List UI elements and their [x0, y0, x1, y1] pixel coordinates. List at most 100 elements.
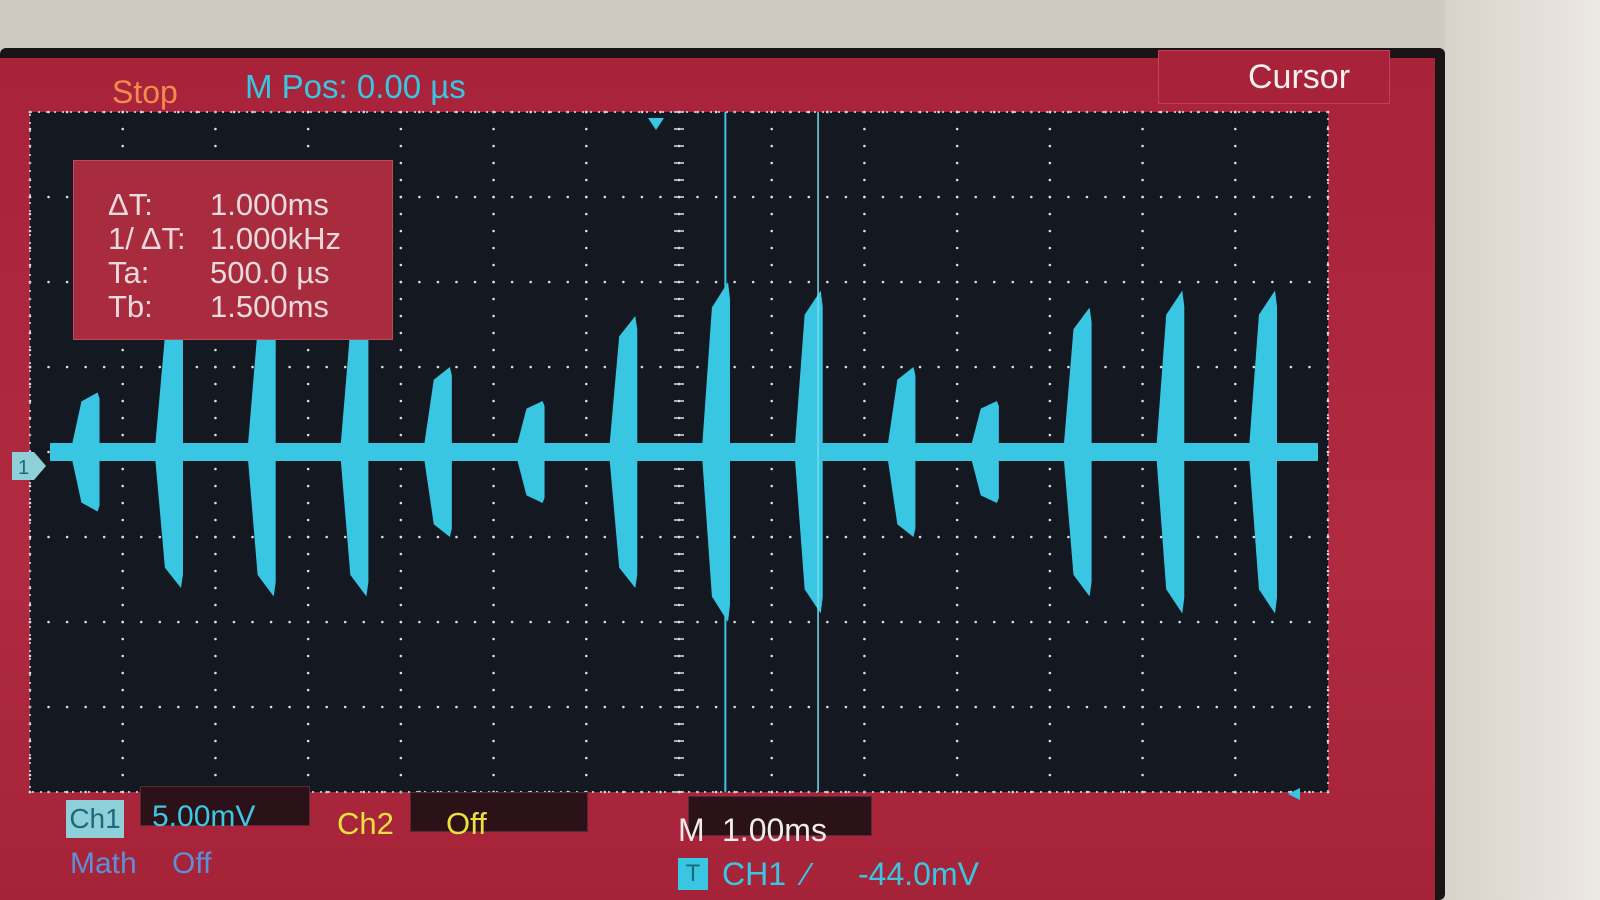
grid-dot — [1233, 127, 1237, 131]
ch1-tag[interactable]: Ch1 — [66, 800, 124, 838]
math-state: Off — [172, 847, 212, 880]
grid-dot — [788, 280, 792, 284]
grid-dot — [955, 705, 959, 709]
grid-dot — [399, 637, 403, 641]
grid-dot — [659, 790, 662, 794]
grid-dot — [1326, 161, 1330, 165]
grid-dot — [47, 280, 50, 284]
grid-dot — [1048, 722, 1052, 726]
grid-dot — [121, 739, 125, 743]
grid-dot — [1326, 569, 1330, 573]
grid-dot — [121, 365, 125, 369]
grid-dot — [955, 739, 959, 743]
grid-dot — [1141, 161, 1144, 165]
grid-dot — [1048, 161, 1052, 165]
grid-dot — [1085, 705, 1089, 709]
grid-dot — [1233, 433, 1237, 437]
grid-dot — [1048, 739, 1052, 743]
grid-dot — [1233, 773, 1237, 777]
grid-dot — [214, 756, 217, 760]
grid-dot — [343, 705, 347, 709]
grid-dot — [1141, 467, 1144, 471]
grid-dot — [492, 161, 495, 165]
grid-dot — [251, 705, 254, 709]
grid-dot — [863, 331, 866, 335]
signal-burst — [1063, 307, 1092, 597]
cursor-menu-title[interactable]: Cursor — [1248, 58, 1351, 96]
grid-dot — [47, 365, 50, 369]
grid-dot — [399, 586, 403, 590]
grid-dot — [269, 620, 273, 624]
grid-dot — [1196, 790, 1200, 794]
grid-dot — [1048, 297, 1052, 301]
trigger-level-marker — [1288, 788, 1300, 800]
grid-dot — [381, 365, 384, 369]
grid-dot — [121, 127, 125, 131]
grid-dot — [640, 280, 644, 284]
grid-dot — [1159, 195, 1163, 199]
grid-dot — [788, 790, 792, 794]
grid-dot — [1289, 620, 1293, 624]
grid-dot — [251, 365, 254, 369]
grid-dot — [1067, 195, 1070, 199]
cursor-menu-tab[interactable] — [1158, 50, 1390, 104]
grid-dot — [177, 705, 180, 709]
signal-burst — [71, 392, 100, 512]
grid-dot — [269, 705, 273, 709]
grid-dot — [1233, 586, 1237, 590]
grid-dot — [1067, 620, 1070, 624]
grid-dot — [381, 535, 384, 539]
grid-dot — [306, 416, 310, 420]
grid-dot — [492, 671, 495, 675]
grid-dot — [1289, 280, 1293, 284]
grid-dot — [399, 212, 403, 216]
grid-dot — [807, 195, 811, 199]
grid-dot — [28, 263, 32, 267]
grid-dot — [1233, 178, 1237, 182]
grid-dot — [584, 365, 588, 369]
grid-dot — [492, 127, 495, 131]
grid-dot — [955, 484, 959, 488]
grid-dot — [492, 331, 495, 335]
grid-dot — [214, 484, 217, 488]
math-label[interactable]: Math — [70, 847, 137, 880]
grid-dot — [121, 110, 125, 114]
grid-dot — [399, 416, 403, 420]
grid-dot — [473, 365, 477, 369]
grid-dot — [584, 603, 588, 607]
grid-dot — [1326, 433, 1330, 437]
grid-dot — [1215, 535, 1219, 539]
grid-dot — [1141, 127, 1144, 131]
grid-dot — [121, 722, 125, 726]
grid-dot — [1141, 535, 1144, 539]
grid-dot — [1030, 195, 1033, 199]
grid-dot — [1326, 416, 1330, 420]
grid-dot — [584, 382, 588, 386]
grid-dot — [844, 195, 848, 199]
grid-dot — [1326, 127, 1330, 131]
ch2-label[interactable]: Ch2 — [337, 806, 394, 841]
grid-dot — [214, 144, 217, 148]
grid-dot — [399, 484, 403, 488]
grid-dot — [28, 603, 32, 607]
grid-dot — [955, 212, 959, 216]
grid-dot — [473, 620, 477, 624]
grid-dot — [863, 467, 866, 471]
grid-dot — [992, 705, 996, 709]
grid-dot — [955, 382, 959, 386]
grid-dot — [770, 739, 774, 743]
grid-dot — [807, 705, 811, 709]
grid-dot — [937, 365, 940, 369]
grid-dot — [195, 705, 199, 709]
grid-dot — [436, 620, 440, 624]
grid-dot — [992, 195, 996, 199]
grid-dot — [121, 620, 125, 624]
grid-dot — [1326, 195, 1330, 199]
grid-dot — [492, 705, 495, 709]
grid-dot — [1289, 195, 1293, 199]
grid-dot — [584, 399, 588, 403]
rising-edge-icon: ∕ — [804, 856, 810, 892]
grid-dot — [399, 569, 403, 573]
grid-dot — [1233, 399, 1237, 403]
run-state[interactable]: Stop — [112, 74, 178, 110]
